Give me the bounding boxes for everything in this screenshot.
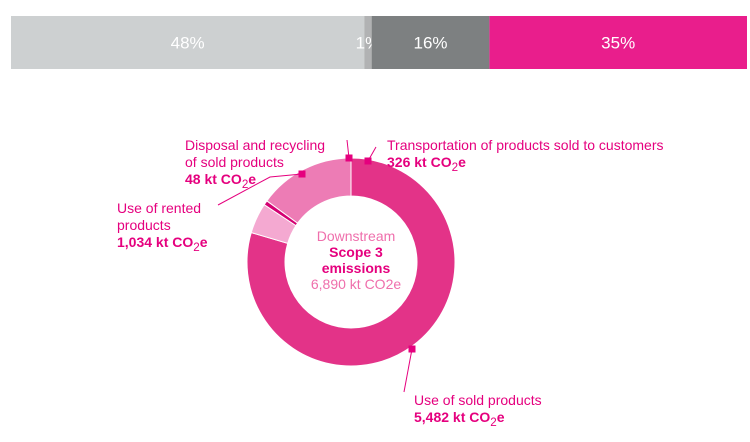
- leader-line-0: [217, 173, 303, 206]
- center-line-4: 6,890 kt CO2e: [310, 276, 402, 292]
- callout-sold-value: 5,482 kt CO: [414, 409, 491, 425]
- callout-sold-unit-suffix: e: [496, 409, 505, 425]
- bar-segment-0: [11, 16, 365, 69]
- leader-marker-2: [364, 157, 372, 165]
- bar-segment-label-3: 35%: [601, 34, 635, 53]
- callout-transportation-line-1: Transportation of products sold to custo…: [387, 137, 664, 153]
- stacked-percentage-bar: 48% 1% 16% 35%: [11, 16, 747, 69]
- callout-disposal-value: 48 kt CO: [185, 171, 242, 187]
- leader-line-1: [403, 348, 413, 393]
- callout-transportation-unit-suffix: e: [458, 154, 466, 170]
- callout-transportation-value: 326 kt CO: [387, 154, 452, 170]
- leader-marker-1: [408, 345, 416, 353]
- donut-slice-3: [263, 200, 299, 227]
- callout-rented-unit-suffix: e: [199, 234, 208, 250]
- callout-disposal-unit-suffix: e: [248, 171, 257, 187]
- donut-center-label: Downstream Scope 3 emissions 6,890 kt CO…: [296, 228, 416, 292]
- bar-segment-label-2: 16%: [414, 34, 448, 53]
- center-line-1: Downstream: [316, 228, 396, 244]
- callout-sold: Use of sold products 5,482 kt CO2e: [414, 392, 542, 431]
- co2-subscript: 2: [241, 177, 249, 191]
- leader-marker-0: [298, 170, 306, 178]
- callout-rented-value: 1,034 kt CO: [117, 234, 194, 250]
- bar-segment-label-0: 48%: [171, 34, 205, 53]
- callout-sold-line-1: Use of sold products: [414, 392, 542, 408]
- callout-rented-line-2: products: [117, 217, 171, 233]
- bar-segment-3: [489, 16, 747, 69]
- callout-rented-line-1: Use of rented: [117, 200, 202, 216]
- co2-subscript: 2: [451, 160, 459, 174]
- callout-disposal-line-2: of sold products: [185, 154, 284, 170]
- callout-rented: Use of rented products 1,034 kt CO2e: [117, 200, 208, 256]
- callout-disposal: Disposal and recycling of sold products …: [185, 137, 325, 193]
- bar-segment-1: [364, 16, 372, 69]
- callout-disposal-line-1: Disposal and recycling: [185, 137, 326, 153]
- co2-subscript: 2: [193, 240, 200, 254]
- co2-subscript: 2: [490, 415, 497, 429]
- center-line-3: emissions: [321, 260, 391, 276]
- center-line-2: Scope 3: [329, 244, 383, 260]
- bar-segment-2: [371, 16, 490, 69]
- callout-transportation: Transportation of products sold to custo…: [387, 137, 664, 176]
- leader-marker-3: [345, 154, 353, 162]
- donut-slice-1: [246, 157, 456, 367]
